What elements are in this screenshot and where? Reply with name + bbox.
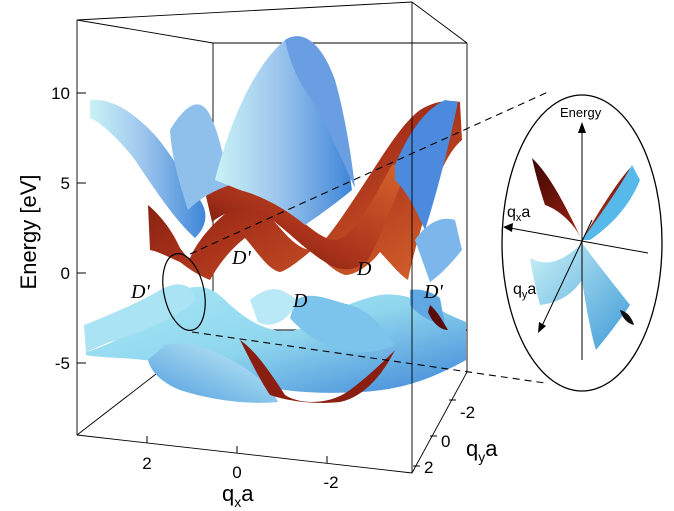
qx-tick-0: 0 (232, 463, 241, 482)
lower-band-surface (84, 284, 466, 403)
upper-band-surface (148, 100, 462, 403)
upper-band-blue-peaks (90, 36, 462, 282)
qx-axis-ticks (146, 436, 328, 463)
dirac-label-d-prime-right: D' (423, 281, 443, 303)
qy-tick-0: 0 (441, 432, 450, 451)
inset-energy-label: Energy (560, 105, 602, 120)
energy-axis-label: Energy [eV] (16, 175, 41, 290)
qx-tick-neg2: -2 (323, 473, 338, 492)
qy-axis-ticks (413, 399, 456, 467)
energy-tick-10: 10 (51, 84, 70, 103)
qy-axis-label: qya (466, 436, 498, 465)
energy-axis-tick-labels: 10 5 0 -5 (51, 84, 70, 373)
inset-qy-label: qya (513, 281, 536, 301)
qy-tick-neg2: -2 (460, 403, 475, 422)
dirac-cone-inset (501, 94, 663, 392)
energy-tick-5: 5 (61, 174, 70, 193)
zoom-highlight-ellipse (162, 253, 206, 331)
qx-axis-label: qxa (222, 481, 254, 510)
zoom-connector-lines (189, 91, 549, 384)
energy-tick-0: 0 (61, 264, 70, 283)
box-front-edges (76, 2, 468, 474)
dirac-label-d-center: D (292, 290, 308, 312)
dirac-point-labels: D' D' D D D' (130, 247, 443, 312)
inset-qx-label: qxa (507, 204, 530, 224)
energy-axis-ticks (77, 92, 86, 364)
dirac-label-d-right: D (356, 258, 372, 280)
qy-axis-tick-labels: -2 0 2 (424, 403, 475, 477)
qy-tick-2: 2 (424, 458, 433, 477)
dirac-label-d-prime-top: D' (231, 247, 251, 269)
energy-tick-neg5: -5 (55, 354, 70, 373)
qx-axis-tick-labels: 2 0 -2 (142, 454, 338, 492)
qx-tick-2: 2 (142, 454, 151, 473)
dirac-label-d-prime-left: D' (130, 281, 150, 303)
